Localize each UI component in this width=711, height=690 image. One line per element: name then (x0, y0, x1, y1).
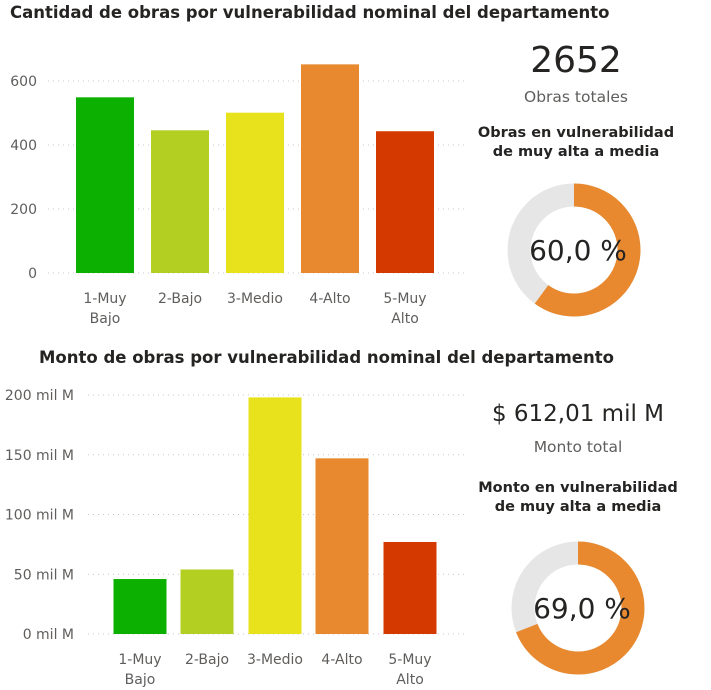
monto-x-tick-label-line: 1-Muy (118, 652, 161, 668)
monto-x-tick-label-line: Alto (396, 672, 424, 688)
obras-bar-1[interactable] (76, 97, 134, 273)
obras-bar-3[interactable] (226, 112, 284, 274)
kpi-monto-total-label: Monto total (533, 438, 623, 456)
donut-monto-value: 69,0 % (533, 592, 631, 625)
monto-x-tick-label: 5-Muy Alto (388, 652, 431, 688)
donut-monto-title-line2: de muy alta a media (494, 499, 662, 515)
monto-x-tick-label-line: 4-Alto (321, 652, 362, 668)
obras-x-tick-label: 5-Muy Alto (383, 291, 426, 327)
donut-monto: 69,0 % (511, 541, 645, 675)
donut-obras-title-line2: de muy alta a media (492, 144, 660, 160)
monto-x-tick-label-line: Bajo (125, 672, 156, 688)
donut-obras-title: Obras en vulnerabilidad de muy alta a me… (466, 124, 686, 162)
monto-y-tick-label: 200 mil M (5, 388, 74, 404)
obras-y-tick-label: 0 (28, 266, 37, 282)
obras-y-tick-label: 400 (10, 138, 37, 154)
kpi-obras-totales-value: 2652 (530, 40, 622, 81)
donut-monto-title: Monto en vulnerabilidad de muy alta a me… (468, 479, 688, 517)
monto-y-tick-label: 150 mil M (5, 448, 74, 464)
obras-y-tick-label: 600 (10, 74, 37, 90)
obras-x-tick-label-line: Bajo (90, 311, 121, 327)
obras-x-tick-label: 1-Muy Bajo (83, 291, 126, 327)
chart-title-obras: Cantidad de obras por vulnerabilidad nom… (10, 3, 610, 22)
monto-x-tick-label: 4-Alto (321, 652, 362, 668)
obras-bar-4[interactable] (301, 64, 359, 273)
obras-x-tick-label: 2-Bajo (158, 291, 202, 307)
monto-x-tick-label: 1-Muy Bajo (118, 652, 161, 688)
monto-y-tick-label: 50 mil M (14, 567, 74, 583)
obras-x-tick-label: 4-Alto (309, 291, 350, 307)
bar-chart-obras: 0 200 400 600 1-Muy Bajo 2-Bajo 3-Medio 4-Alto 5-… (10, 64, 466, 327)
donut-monto-fill (511, 541, 645, 675)
monto-bar-2[interactable] (180, 569, 234, 634)
monto-bar-3[interactable] (248, 397, 302, 634)
monto-x-tick-label: 2-Bajo (185, 652, 229, 668)
obras-bar-5[interactable] (376, 131, 434, 273)
monto-bar-4[interactable] (315, 458, 369, 634)
kpi-obras-totales-label: Obras totales (524, 88, 628, 106)
monto-bar-1[interactable] (113, 579, 167, 634)
monto-y-tick-label: 100 mil M (5, 508, 74, 524)
obras-x-tick-label-line: 5-Muy (383, 291, 426, 307)
obras-x-tick-label-line: 4-Alto (309, 291, 350, 307)
donut-obras-title-line1: Obras en vulnerabilidad (477, 125, 675, 141)
obras-x-tick-label-line: 1-Muy (83, 291, 126, 307)
obras-x-tick-label: 3-Medio (227, 291, 283, 307)
monto-x-tick-label-line: 3-Medio (247, 652, 303, 668)
monto-x-tick-label: 3-Medio (247, 652, 303, 668)
donut-obras-fill (507, 183, 641, 317)
obras-x-tick-label-line: 2-Bajo (158, 291, 202, 307)
kpi-monto-total-value: $ 612,01 mil M (491, 401, 665, 427)
donut-obras: 60,0 % (507, 183, 641, 317)
obras-y-tick-label: 200 (10, 202, 37, 218)
monto-bar-5[interactable] (383, 541, 437, 634)
monto-y-tick-label: 0 mil M (23, 627, 74, 643)
donut-monto-title-line1: Monto en vulnerabilidad (478, 480, 678, 496)
obras-x-tick-label-line: 3-Medio (227, 291, 283, 307)
donut-obras-value: 60,0 % (529, 234, 627, 267)
monto-x-tick-label-line: 5-Muy (388, 652, 431, 668)
chart-title-monto: Monto de obras por vulnerabilidad nomina… (39, 348, 614, 367)
monto-x-tick-label-line: 2-Bajo (185, 652, 229, 668)
obras-bar-2[interactable] (151, 130, 209, 273)
obras-x-tick-label-line: Alto (391, 311, 419, 327)
